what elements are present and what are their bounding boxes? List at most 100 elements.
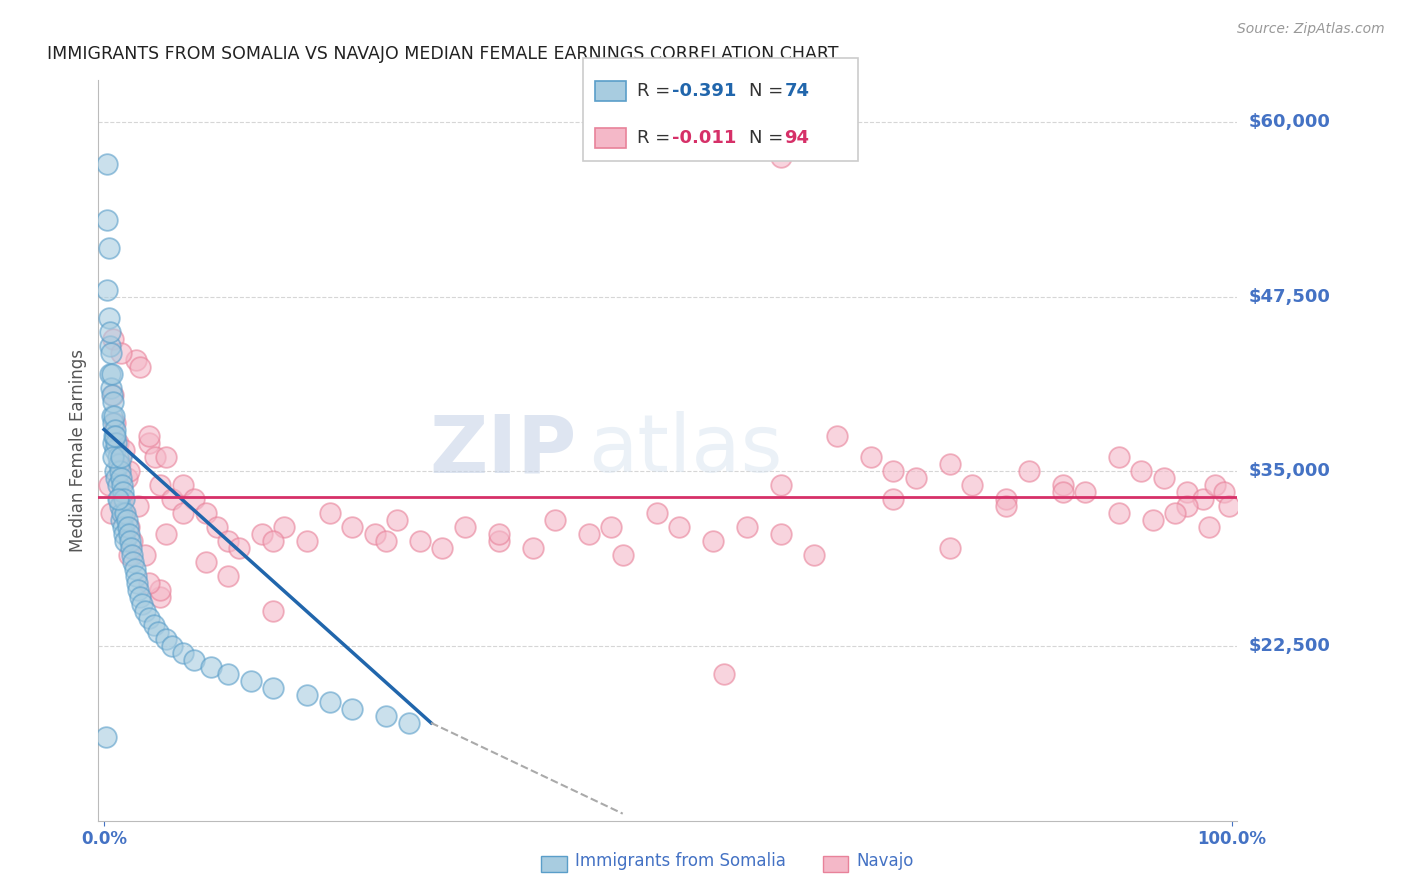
Point [101,416,124,430]
Point [1142,513,1164,527]
Point [118,464,141,478]
Point [124,352,146,367]
Point [1052,478,1074,492]
Point [101,332,124,346]
Point [387,513,409,527]
Point [155,527,177,541]
Point [1074,485,1097,500]
Text: Navajo: Navajo [856,852,914,870]
Text: -0.391: -0.391 [672,82,737,100]
Point [200,660,222,674]
Point [107,458,129,472]
Point [1108,506,1130,520]
Point [118,527,141,541]
Point [107,450,129,465]
Point [1175,485,1198,500]
Point [110,513,132,527]
Text: N =: N = [749,82,789,100]
Point [409,534,432,549]
Point [1153,471,1175,485]
Point [803,548,825,562]
Point [101,387,124,401]
Point [118,534,141,549]
Point [97,310,120,325]
Point [122,555,145,569]
Point [250,527,273,541]
Point [101,450,124,465]
Point [143,450,166,465]
Point [108,464,131,478]
Point [183,653,205,667]
Point [97,241,120,255]
Text: $47,500: $47,500 [1249,288,1330,306]
Point [134,604,156,618]
Point [138,611,160,625]
Point [769,478,792,492]
Point [702,534,724,549]
Point [882,492,904,507]
Point [138,576,160,591]
Point [183,492,205,507]
Point [118,520,141,534]
Point [735,520,758,534]
Point [488,534,510,549]
Point [111,506,134,520]
Point [522,541,544,556]
Text: N =: N = [749,129,789,147]
Point [149,590,172,604]
Point [904,471,927,485]
Text: -0.011: -0.011 [672,129,737,147]
Point [124,569,146,583]
Point [962,478,984,492]
Point [668,520,690,534]
Point [115,513,138,527]
Point [112,527,135,541]
Point [1218,500,1240,514]
Point [111,492,134,507]
Point [155,632,177,646]
Point [96,730,118,744]
Point [127,583,149,598]
Point [104,423,127,437]
Point [108,458,131,472]
Point [111,478,134,492]
Point [120,541,142,556]
Point [97,478,120,492]
Point [239,673,262,688]
Point [118,548,141,562]
Text: $22,500: $22,500 [1249,637,1330,655]
Point [1108,450,1130,465]
Point [101,409,124,423]
Point [100,345,122,359]
Point [1192,492,1215,507]
Point [107,436,129,450]
Point [103,429,125,443]
Point [142,618,165,632]
Point [131,597,153,611]
Point [104,443,127,458]
Point [101,387,124,401]
Point [96,157,118,171]
Point [110,345,132,359]
Point [112,443,135,458]
Point [104,429,127,443]
Point [995,492,1018,507]
Point [938,458,960,472]
Point [375,709,398,723]
Point [1212,485,1234,500]
Point [104,416,127,430]
Point [375,534,398,549]
Point [340,702,363,716]
Text: R =: R = [637,129,676,147]
Point [217,569,239,583]
Point [172,646,194,660]
Text: R =: R = [637,82,676,100]
Point [194,506,217,520]
Point [138,436,160,450]
Point [1164,506,1187,520]
Point [1130,464,1153,478]
Point [769,527,792,541]
Point [612,548,634,562]
Point [340,520,363,534]
Point [124,562,146,576]
